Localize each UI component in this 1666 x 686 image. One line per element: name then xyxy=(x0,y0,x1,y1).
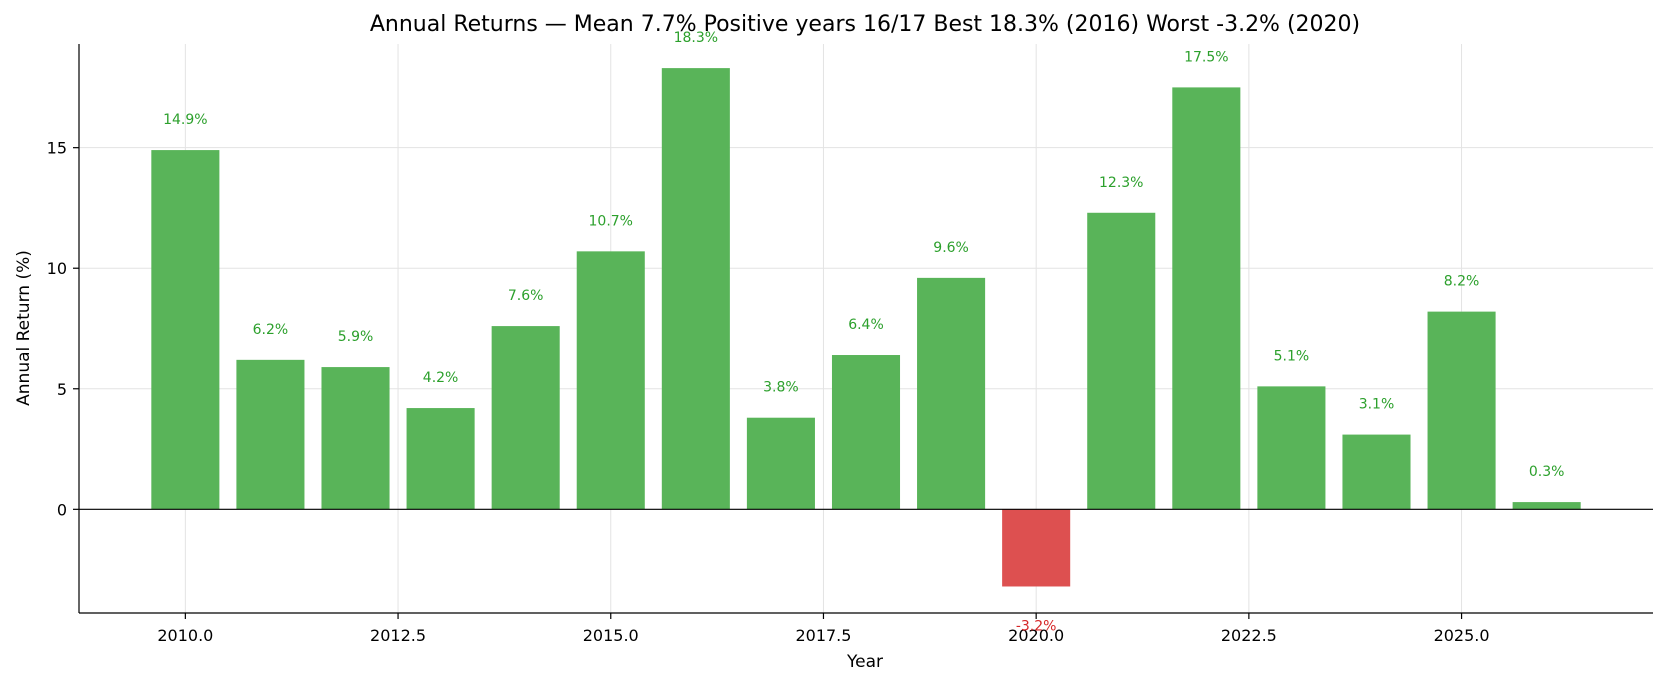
bar-2015 xyxy=(576,251,645,510)
x-tick-label: 2012.5 xyxy=(370,626,426,645)
x-tick-label: 2017.5 xyxy=(795,626,851,645)
axes xyxy=(73,44,1653,619)
bar-2014 xyxy=(491,326,560,510)
bar-2023 xyxy=(1257,386,1326,510)
data-label-2021: 12.3% xyxy=(1099,175,1143,191)
data-label-2023: 5.1% xyxy=(1274,348,1310,364)
bars xyxy=(151,68,1581,587)
y-axis-label: Annual Return (%) xyxy=(14,250,34,406)
data-label-2015: 10.7% xyxy=(589,213,633,229)
bar-2019 xyxy=(917,277,986,510)
data-label-2017: 3.8% xyxy=(763,380,799,396)
data-label-2026: 0.3% xyxy=(1529,464,1565,480)
bar-2020 xyxy=(1002,509,1071,587)
chart-title: Annual Returns — Mean 7.7% Positive year… xyxy=(370,12,1360,37)
x-tick-label: 2015.0 xyxy=(583,626,639,645)
data-label-2022: 17.5% xyxy=(1184,49,1228,65)
y-tick-label: 15 xyxy=(47,139,67,158)
tick-labels: 2010.0 2012.5 2015.0 2017.5 2020.0 2022.5 2025… xyxy=(47,139,1490,645)
x-tick-label: 2020.0 xyxy=(1008,626,1064,645)
bar-2022 xyxy=(1172,87,1241,510)
bar-2024 xyxy=(1342,434,1411,510)
data-label-2025: 8.2% xyxy=(1444,274,1480,290)
bar-2025 xyxy=(1427,311,1496,510)
y-tick-label: 5 xyxy=(57,380,67,399)
bar-2018 xyxy=(831,355,901,510)
data-labels: 14.9% 6.2% 5.9% 4.2% 7.6% 10.7% 18.3% 3.8% 6.4% 9… xyxy=(163,30,1564,634)
x-tick-label: 2022.5 xyxy=(1221,626,1277,645)
bar-2021 xyxy=(1087,212,1156,510)
data-label-2018: 6.4% xyxy=(848,317,884,333)
bar-2011 xyxy=(236,359,305,510)
x-axis-label: Year xyxy=(846,652,883,672)
bar-2012 xyxy=(321,367,390,510)
bar-2016 xyxy=(661,68,730,510)
data-label-2012: 5.9% xyxy=(338,329,374,345)
data-label-2010: 14.9% xyxy=(163,112,207,128)
data-label-2020: -3.2% xyxy=(1016,618,1057,634)
data-label-2011: 6.2% xyxy=(253,322,289,338)
data-label-2016: 18.3% xyxy=(674,30,718,46)
x-tick-label: 2025.0 xyxy=(1434,626,1490,645)
data-label-2019: 9.6% xyxy=(933,240,969,256)
data-label-2013: 4.2% xyxy=(423,370,459,386)
bar-2026 xyxy=(1512,502,1581,510)
data-label-2024: 3.1% xyxy=(1359,397,1395,413)
bar-2010 xyxy=(151,150,220,510)
bar-2017 xyxy=(746,417,815,510)
bar-2013 xyxy=(406,408,475,510)
x-tick-label: 2010.0 xyxy=(157,626,213,645)
y-tick-label: 0 xyxy=(57,500,67,519)
y-tick-label: 10 xyxy=(47,259,67,278)
data-label-2014: 7.6% xyxy=(508,288,544,304)
